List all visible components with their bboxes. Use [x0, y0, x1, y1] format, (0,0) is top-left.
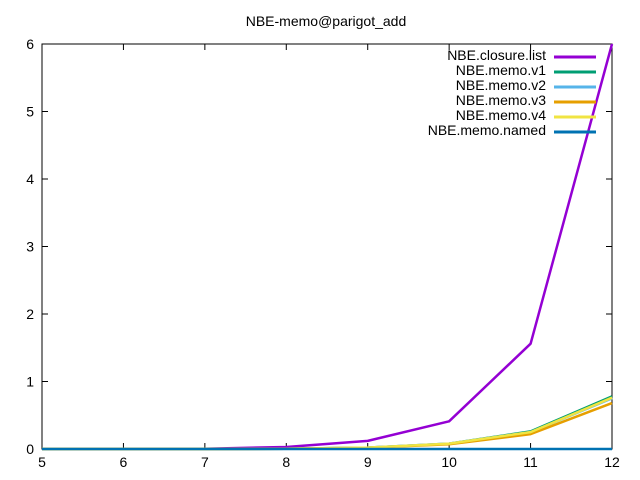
- x-tick-label: 8: [282, 454, 290, 470]
- chart-title: NBE-memo@parigot_add: [246, 13, 407, 29]
- y-tick-label: 6: [26, 36, 34, 52]
- x-tick-label: 5: [38, 454, 46, 470]
- legend-label: NBE.memo.v1: [456, 62, 546, 78]
- series-line-nbe-memo-v1: [42, 395, 613, 451]
- x-tick-label: 12: [604, 454, 620, 470]
- series-line-nbe-memo-v3: [42, 401, 613, 451]
- y-tick-label: 4: [26, 171, 34, 187]
- y-tick-label: 5: [26, 104, 34, 120]
- series-line-nbe-memo-v2: [42, 397, 613, 451]
- series-line-nbe-memo-v4: [42, 396, 613, 451]
- x-tick-label: 7: [201, 454, 209, 470]
- legend: NBE.closure.listNBE.memo.v1NBE.memo.v2NB…: [428, 47, 596, 138]
- y-tick-label: 1: [26, 374, 34, 390]
- legend-label: NBE.memo.named: [428, 122, 546, 138]
- legend-label: NBE.closure.list: [447, 47, 546, 63]
- x-tick-label: 11: [523, 454, 538, 470]
- y-tick-label: 2: [26, 306, 34, 322]
- x-tick-label: 9: [364, 454, 372, 470]
- series-layer: [42, 43, 614, 451]
- legend-label: NBE.memo.v3: [456, 92, 546, 108]
- x-tick-label: 6: [120, 454, 128, 470]
- x-tick-label: 10: [441, 454, 457, 470]
- legend-label: NBE.memo.v4: [456, 107, 546, 123]
- legend-label: NBE.memo.v2: [456, 77, 546, 93]
- y-tick-label: 3: [26, 239, 34, 255]
- y-tick-label: 0: [26, 441, 34, 457]
